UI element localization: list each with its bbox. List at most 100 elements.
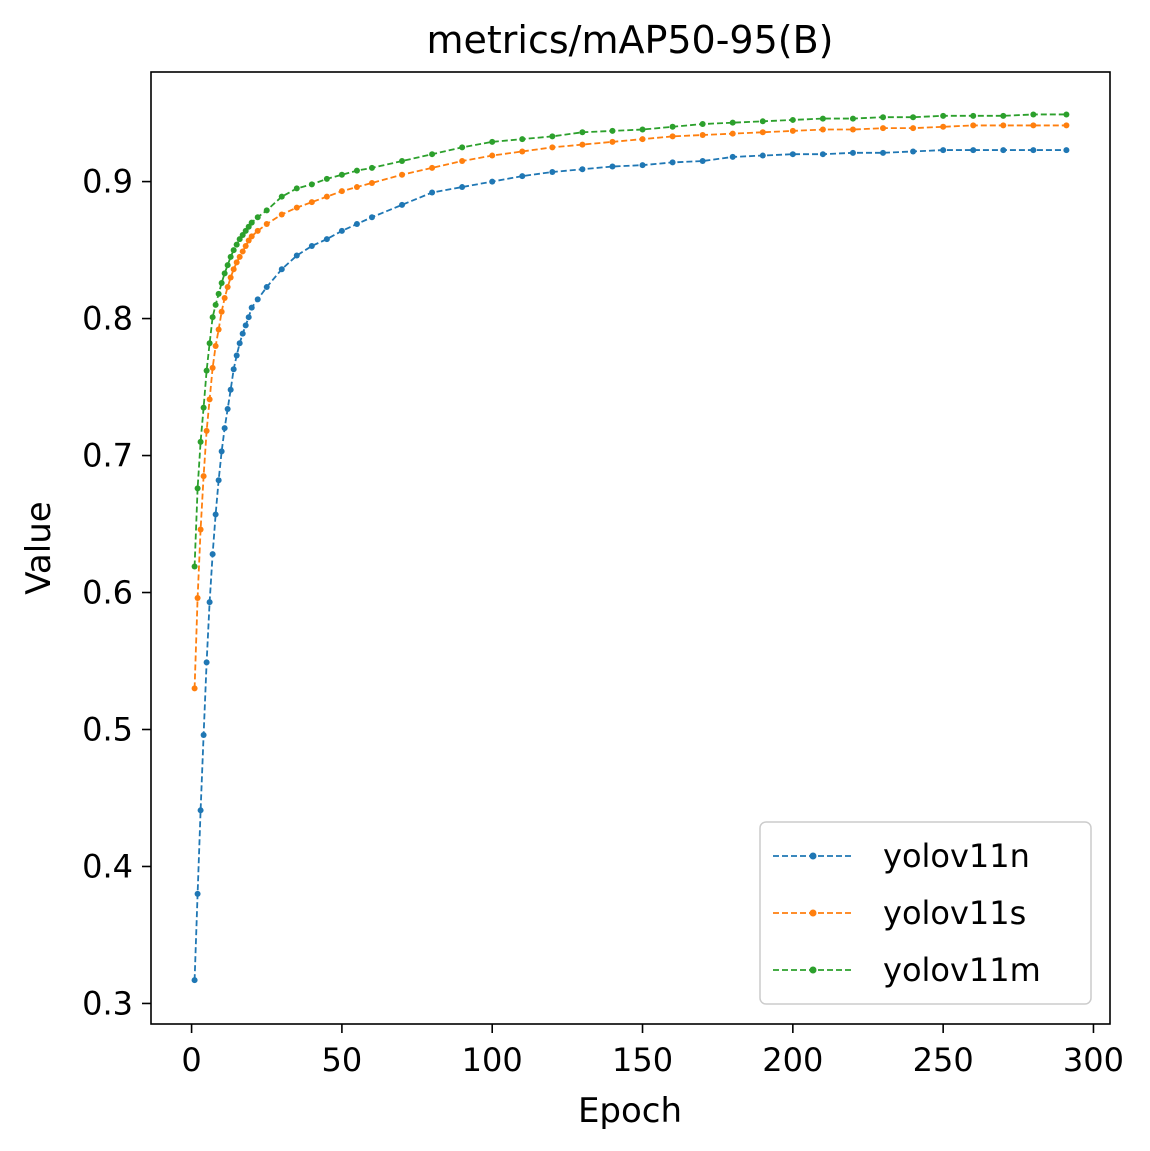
data-point-yolov11s [194,595,201,601]
data-point-yolov11s [242,242,249,249]
data-point-yolov11s [233,259,240,266]
legend: yolov11n yolov11s yolov11m [759,821,1092,1005]
data-point-yolov11m [248,219,255,226]
chart-title: metrics/mAP50-95(B) [426,18,833,62]
data-point-yolov11n [212,511,219,518]
data-point-yolov11m [278,193,285,200]
data-point-yolov11n [203,659,210,666]
data-point-yolov11s [940,123,947,130]
data-point-yolov11m [293,185,300,192]
data-point-yolov11n [236,340,243,347]
x-axis-label: Epoch [578,1091,682,1131]
legend-marker-yolov11s [809,909,817,917]
data-point-yolov11s [849,126,856,133]
data-point-yolov11n [399,201,406,208]
x-axis-ticks: 0 50 100 150 200 250 300 [181,1024,1124,1079]
data-point-yolov11s [970,122,977,129]
data-point-yolov11s [218,308,225,315]
data-point-yolov11m [1030,111,1037,118]
x-tick-label: 200 [762,1041,823,1079]
data-point-yolov11m [209,314,216,321]
data-point-yolov11m [1063,111,1070,118]
y-axis-label: Value [19,501,59,594]
data-point-yolov11n [215,477,222,484]
data-point-yolov11m [759,118,766,125]
data-point-yolov11s [910,125,917,132]
data-point-yolov11n [1000,147,1007,154]
data-point-yolov11m [519,136,526,143]
data-point-yolov11n [819,151,826,158]
data-point-yolov11m [579,129,586,136]
data-point-yolov11m [245,223,252,230]
x-tick-label: 50 [322,1041,363,1079]
data-point-yolov11m [254,214,261,221]
data-point-yolov11m [206,340,213,347]
data-point-yolov11m [239,232,246,238]
data-point-yolov11m [609,127,616,134]
data-point-yolov11n [759,152,766,159]
legend-item-yolov11m: yolov11m [773,951,1041,989]
data-point-yolov11m [459,144,466,151]
data-point-yolov11m [669,123,676,130]
data-point-yolov11m [910,114,917,121]
y-tick-label: 0.5 [82,710,133,748]
data-point-yolov11n [699,158,706,165]
data-point-yolov11n [489,178,496,185]
data-point-yolov11n [221,425,228,432]
data-point-yolov11s [819,126,826,133]
data-point-yolov11m [699,121,706,128]
data-point-yolov11s [1030,122,1037,129]
data-point-yolov11m [849,115,856,122]
data-point-yolov11s [519,148,526,155]
data-point-yolov11m [236,236,243,243]
series-line-yolov11s [193,124,1067,689]
data-point-yolov11n [254,296,261,303]
data-point-yolov11n [308,242,315,249]
data-point-yolov11n [239,330,246,337]
data-point-yolov11n [224,405,231,412]
data-point-yolov11m [789,116,796,123]
data-point-yolov11s [230,266,237,273]
data-point-yolov11s [338,188,345,195]
data-point-yolov11m [203,367,210,374]
data-point-yolov11n [293,252,300,259]
data-point-yolov11n [278,266,285,273]
data-point-yolov11n [579,166,586,173]
data-point-yolov11s [609,138,616,145]
y-tick-label: 0.7 [82,437,133,475]
data-point-yolov11m [549,133,556,140]
data-point-yolov11s [489,152,496,159]
data-point-yolov11m [224,262,231,269]
data-point-yolov11s [293,204,300,211]
data-point-yolov11s [248,233,255,240]
data-point-yolov11m [194,485,201,492]
data-point-yolov11n [549,168,556,175]
data-point-yolov11n [429,189,436,196]
legend-frame [759,821,1092,1005]
data-point-yolov11n [338,227,345,234]
data-point-yolov11n [609,163,616,170]
data-point-yolov11s [236,253,243,260]
data-point-yolov11s [245,237,252,244]
legend-label-yolov11s: yolov11s [883,894,1026,932]
data-point-yolov11n [639,162,646,169]
data-point-yolov11s [579,141,586,148]
x-tick-label: 100 [462,1041,523,1079]
y-tick-label: 0.4 [82,847,133,885]
data-point-yolov11s [224,284,231,291]
data-point-yolov11s [729,130,736,137]
data-point-yolov11s [880,125,887,132]
data-point-yolov11n [233,352,240,359]
data-point-yolov11s [278,211,285,218]
legend-label-yolov11n: yolov11n [883,837,1030,875]
legend-marker-yolov11m [809,966,817,974]
legend-label-yolov11m: yolov11m [883,951,1041,989]
data-point-yolov11s [429,164,436,171]
data-point-yolov11n [242,322,249,329]
data-point-yolov11n [910,148,917,155]
data-point-yolov11s [254,227,261,234]
data-point-yolov11n [519,173,526,180]
data-point-yolov11m [227,253,234,260]
data-point-yolov11m [368,164,375,171]
